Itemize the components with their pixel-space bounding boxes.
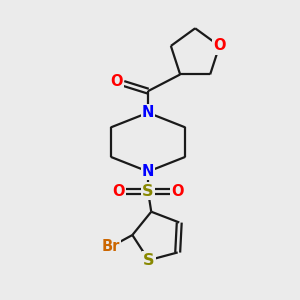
Text: Br: Br — [102, 239, 120, 254]
Text: O: O — [112, 184, 125, 199]
Text: S: S — [142, 184, 154, 199]
Text: N: N — [142, 105, 154, 120]
Text: O: O — [213, 38, 226, 53]
Text: N: N — [142, 164, 154, 179]
Text: O: O — [171, 184, 184, 199]
Text: O: O — [110, 74, 123, 89]
Text: S: S — [143, 253, 154, 268]
